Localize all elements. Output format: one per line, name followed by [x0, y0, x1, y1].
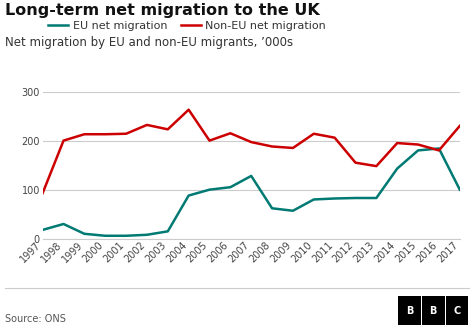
Text: Net migration by EU and non-EU migrants, ’000s: Net migration by EU and non-EU migrants,…	[5, 36, 293, 49]
Text: C: C	[453, 306, 461, 316]
Text: Source: ONS: Source: ONS	[5, 314, 65, 324]
Text: Long-term net migration to the UK: Long-term net migration to the UK	[5, 3, 319, 18]
Text: B: B	[429, 306, 437, 316]
Text: B: B	[406, 306, 413, 316]
Legend: EU net migration, Non-EU net migration: EU net migration, Non-EU net migration	[44, 16, 330, 35]
